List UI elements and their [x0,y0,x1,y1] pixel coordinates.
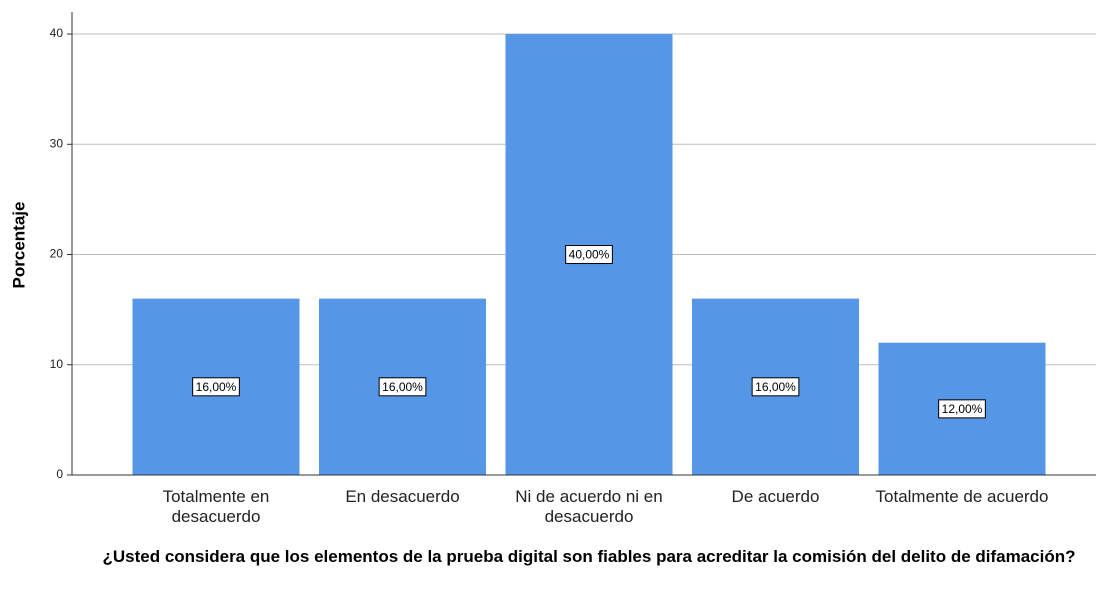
y-tick-label: 0 [56,467,63,481]
value-label: 12,00% [938,399,986,419]
x-tick-label: En desacuerdo [345,487,460,506]
value-label-text: 16,00% [755,380,796,394]
x-axis-title: ¿Usted considera que los elementos de la… [102,547,1076,566]
value-label: 16,00% [192,377,240,397]
x-tick-label: Totalmente en desacuerdo [162,487,270,526]
value-label: 16,00% [751,377,800,397]
y-tick-label: 40 [50,26,64,40]
value-label-box [565,245,613,265]
value-label: 16,00% [378,377,427,397]
value-label-text: 12,00% [942,402,983,416]
y-axis-title: Porcentaje [9,202,28,289]
y-tick-label: 20 [50,247,64,261]
value-label-text: 40,00% [569,248,610,262]
y-tick-label: 10 [50,357,64,371]
value-label: 40,00% [565,245,613,265]
value-label-text: 16,00% [382,380,423,394]
x-tick-label: Ni de acuerdo ni en desacuerdo [515,487,663,526]
value-label-box [938,399,986,419]
value-label-text: 16,00% [196,380,237,394]
y-tick-label: 30 [50,136,64,150]
value-label-box [192,377,240,397]
x-tick-label: De acuerdo [731,487,820,506]
x-tick-label: Totalmente de acuerdo [875,487,1049,506]
value-label-box [751,377,800,397]
value-label-box [378,377,427,397]
